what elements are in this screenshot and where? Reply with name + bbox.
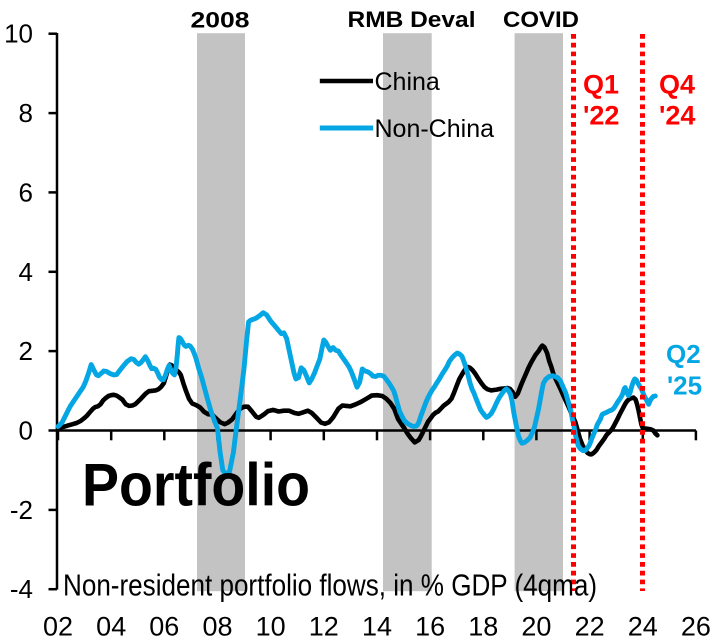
svg-text:'22: '22 — [583, 101, 619, 131]
svg-text:06: 06 — [149, 612, 179, 639]
svg-text:Q2: Q2 — [666, 339, 701, 369]
svg-text:'25: '25 — [667, 371, 702, 401]
svg-text:RMB Deval: RMB Deval — [348, 7, 476, 32]
svg-text:24: 24 — [628, 612, 658, 639]
svg-text:26: 26 — [681, 612, 711, 639]
svg-text:20: 20 — [521, 612, 551, 639]
svg-text:0: 0 — [19, 416, 33, 446]
svg-text:04: 04 — [96, 612, 126, 639]
svg-text:China: China — [375, 68, 440, 96]
svg-text:22: 22 — [575, 612, 605, 639]
svg-text:Portfolio: Portfolio — [82, 452, 310, 519]
svg-text:2008: 2008 — [191, 8, 250, 33]
svg-text:Non-China: Non-China — [375, 115, 495, 143]
svg-text:10: 10 — [4, 19, 33, 49]
svg-text:Q4: Q4 — [659, 70, 695, 100]
svg-text:4: 4 — [19, 257, 33, 287]
svg-text:08: 08 — [202, 612, 232, 639]
svg-text:12: 12 — [309, 612, 339, 639]
svg-text:16: 16 — [415, 612, 445, 639]
svg-text:COVID: COVID — [503, 7, 579, 32]
svg-text:6: 6 — [19, 177, 33, 207]
svg-text:Q1: Q1 — [583, 70, 619, 100]
svg-text:8: 8 — [19, 98, 33, 128]
svg-text:'24: '24 — [659, 101, 695, 131]
svg-text:02: 02 — [43, 612, 73, 639]
svg-text:18: 18 — [468, 612, 498, 639]
svg-text:2: 2 — [19, 336, 33, 366]
svg-text:Non-resident portfolio flows,: Non-resident portfolio flows, in % GDP (… — [63, 568, 597, 603]
svg-text:10: 10 — [256, 612, 286, 639]
svg-text:-4: -4 — [10, 574, 33, 604]
svg-text:-2: -2 — [10, 495, 33, 525]
svg-text:14: 14 — [362, 612, 392, 639]
